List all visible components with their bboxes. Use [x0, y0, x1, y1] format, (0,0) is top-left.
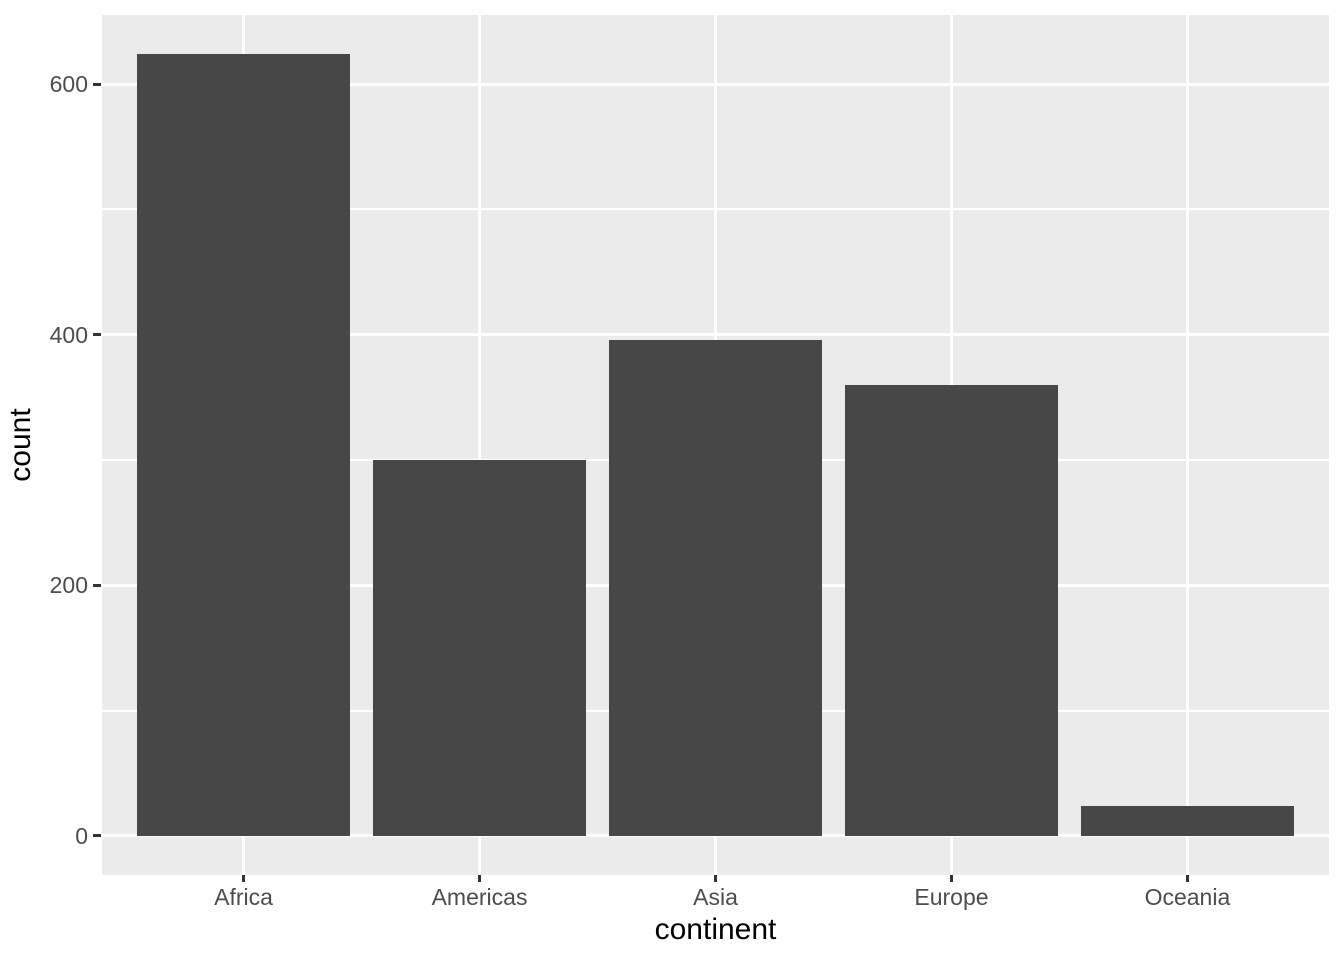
bar — [609, 339, 822, 836]
y-axis-tick-label: 600 — [49, 71, 88, 98]
x-axis-tick-mark — [714, 875, 717, 882]
bar — [1081, 805, 1294, 836]
x-axis-tick-label: Europe — [914, 884, 989, 910]
x-axis-tick-label: Africa — [214, 884, 273, 910]
x-axis-tick-label: Asia — [693, 884, 738, 910]
y-axis-tick-mark — [93, 834, 101, 838]
x-axis-tick-mark — [949, 875, 953, 882]
gridline-major-vertical — [1185, 15, 1189, 875]
x-axis-tick-mark — [1185, 875, 1189, 882]
y-axis-tick-label: 400 — [49, 321, 88, 348]
x-axis-title: continent — [654, 913, 777, 946]
y-axis-tick-mark — [93, 583, 101, 587]
x-axis-tick-mark — [242, 875, 246, 882]
x-axis-tick-label: Americas — [431, 884, 528, 910]
y-axis-tick-label: 200 — [49, 572, 88, 599]
bar — [373, 460, 586, 836]
y-axis-tick-label: 0 — [75, 822, 88, 849]
y-axis-tick-mark — [93, 82, 101, 86]
bar — [137, 54, 350, 836]
x-axis-tick-label: Oceania — [1144, 884, 1231, 910]
bar — [845, 384, 1058, 836]
gridline-major-vertical — [478, 15, 482, 875]
x-axis-tick-mark — [478, 875, 482, 882]
y-axis-tick-mark — [93, 333, 101, 337]
